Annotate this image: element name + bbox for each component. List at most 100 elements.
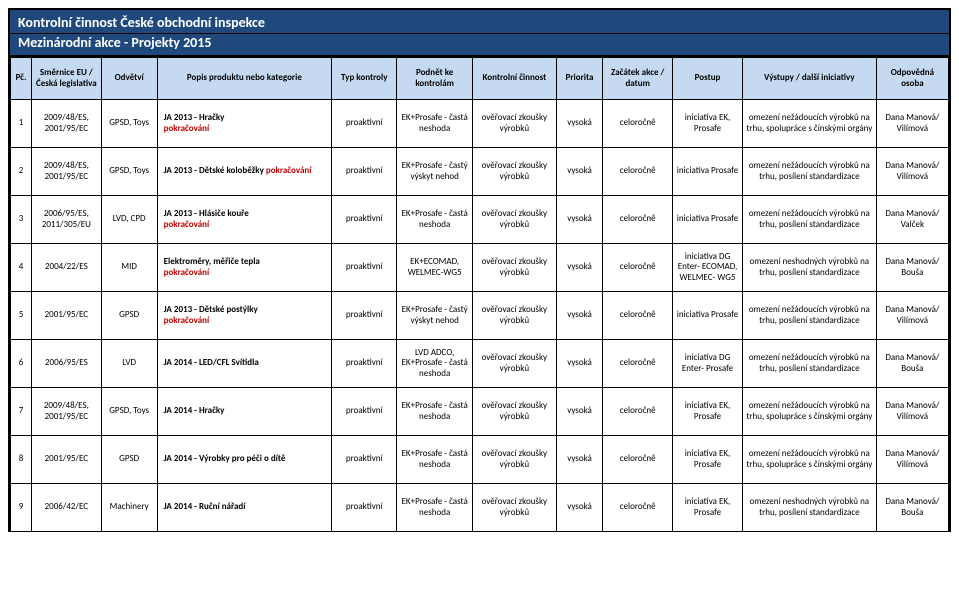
cell-responsible: Dana Manová/ Vilímová [876, 148, 948, 196]
cell-description: JA 2013 - Dětské postýlkypokračování [157, 292, 332, 340]
desc-title: JA 2014 - Ruční nářadí [164, 501, 246, 512]
cell-trigger: EK+Prosafe - častá neshoda [397, 100, 473, 148]
cell-directive: 2006/95/ES, 2011/305/EU [31, 196, 101, 244]
cell-directive: 2009/48/ES, 2001/95/EC [31, 148, 101, 196]
cell-start: celoročně [603, 484, 673, 532]
cell-directive: 2009/48/ES, 2001/95/EC [31, 100, 101, 148]
desc-continuation: pokračování [266, 165, 312, 176]
col-post: Postup [673, 58, 743, 100]
table-row: 52001/95/ECGPSDJA 2013 - Dětské postýlky… [11, 292, 949, 340]
cell-type: proaktivní [332, 100, 397, 148]
cell-responsible: Dana Manová/ Vilímová [876, 292, 948, 340]
cell-outputs: omezení nežádoucích výrobků na trhu, pos… [742, 148, 876, 196]
page-subtitle: Mezinárodní akce - Projekty 2015 [10, 34, 949, 57]
cell-priority: vysoká [556, 292, 603, 340]
table-row: 42004/22/ESMIDElektroměry, měřiče teplap… [11, 244, 949, 292]
cell-priority: vysoká [556, 244, 603, 292]
cell-type: proaktivní [332, 388, 397, 436]
cell-priority: vysoká [556, 484, 603, 532]
cell-trigger: EK+Prosafe - častý výskyt nehod [397, 148, 473, 196]
cell-sector: GPSD, Toys [101, 148, 157, 196]
cell-procedure: iniciativa Prosafe [673, 196, 743, 244]
table-row: 62006/95/ESLVDJA 2014 - LED/CFL Svítidla… [11, 340, 949, 388]
desc-continuation: pokračování [164, 315, 210, 326]
cell-activity: ověřovací zkoušky výrobků [472, 484, 556, 532]
cell-trigger: EK+Prosafe - častá neshoda [397, 388, 473, 436]
cell-outputs: omezení nežádoucích výrobků na trhu, spo… [742, 436, 876, 484]
document-container: Kontrolní činnost České obchodní inspekc… [8, 8, 951, 532]
desc-title: JA 2013 - Hračky [164, 112, 225, 123]
col-typ: Typ kontroly [332, 58, 397, 100]
cell-sector: LVD, CPD [101, 196, 157, 244]
cell-responsible: Dana Manová/ Bouša [876, 484, 948, 532]
cell-activity: ověřovací zkoušky výrobků [472, 340, 556, 388]
cell-directive: 2006/42/EC [31, 484, 101, 532]
table-row: 92006/42/ECMachineryJA 2014 - Ruční nářa… [11, 484, 949, 532]
cell-pc: 3 [11, 196, 32, 244]
cell-start: celoročně [603, 292, 673, 340]
cell-description: JA 2014 - Výrobky pro péči o dítě [157, 436, 332, 484]
cell-activity: ověřovací zkoušky výrobků [472, 388, 556, 436]
cell-pc: 7 [11, 388, 32, 436]
page-title: Kontrolní činnost České obchodní inspekc… [10, 10, 949, 34]
cell-sector: GPSD, Toys [101, 388, 157, 436]
cell-directive: 2006/95/ES [31, 340, 101, 388]
table-row: 82001/95/ECGPSDJA 2014 - Výrobky pro péč… [11, 436, 949, 484]
cell-trigger: LVD ADCO, EK+Prosafe - častá neshoda [397, 340, 473, 388]
cell-pc: 6 [11, 340, 32, 388]
cell-directive: 2004/22/ES [31, 244, 101, 292]
table-body: 12009/48/ES, 2001/95/ECGPSD, ToysJA 2013… [11, 100, 949, 532]
cell-responsible: Dana Manová/ Vilímová [876, 436, 948, 484]
cell-description: Elektroměry, měřiče teplapokračování [157, 244, 332, 292]
cell-description: JA 2013 - Hračkypokračování [157, 100, 332, 148]
cell-outputs: omezení neshodných výrobků na trhu, posí… [742, 244, 876, 292]
table-row: 32006/95/ES, 2011/305/EULVD, CPDJA 2013 … [11, 196, 949, 244]
desc-continuation: pokračování [164, 219, 210, 230]
cell-trigger: EK+Prosafe - častý výskyt nehod [397, 292, 473, 340]
cell-activity: ověřovací zkoušky výrobků [472, 148, 556, 196]
cell-pc: 2 [11, 148, 32, 196]
cell-outputs: omezení nežádoucích výrobků na trhu, pos… [742, 196, 876, 244]
col-popis: Popis produktu nebo kategorie [157, 58, 332, 100]
cell-responsible: Dana Manová/ Bouša [876, 340, 948, 388]
desc-title: JA 2014 - LED/CFL Svítidla [164, 357, 259, 368]
desc-continuation: pokračování [164, 267, 210, 278]
cell-procedure: iniciativa DG Enter- ECOMAD, WELMEC- WG5 [673, 244, 743, 292]
table-row: 22009/48/ES, 2001/95/ECGPSD, Toys JA 2013… [11, 148, 949, 196]
cell-description: JA 2013 - Hlásiče kouřepokračování [157, 196, 332, 244]
desc-title: Elektroměry, měřiče tepla [164, 256, 260, 267]
cell-trigger: EK+Prosafe - častá neshoda [397, 196, 473, 244]
cell-procedure: iniciativa EK, Prosafe [673, 436, 743, 484]
cell-directive: 2001/95/EC [31, 292, 101, 340]
desc-title: JA 2013 - Dětské postýlky [164, 304, 258, 315]
col-prio: Priorita [556, 58, 603, 100]
cell-type: proaktivní [332, 340, 397, 388]
cell-type: proaktivní [332, 244, 397, 292]
cell-pc: 5 [11, 292, 32, 340]
cell-priority: vysoká [556, 100, 603, 148]
desc-title: JA 2014 - Hračky [164, 405, 225, 416]
cell-start: celoročně [603, 340, 673, 388]
cell-priority: vysoká [556, 436, 603, 484]
col-odp: Odpovědná osoba [876, 58, 948, 100]
table-row: 72009/48/ES, 2001/95/ECGPSD, ToysJA 2014… [11, 388, 949, 436]
cell-pc: 9 [11, 484, 32, 532]
cell-sector: GPSD [101, 436, 157, 484]
cell-procedure: iniciativa EK, Prosafe [673, 100, 743, 148]
cell-trigger: EK+Prosafe - častá neshoda [397, 484, 473, 532]
cell-start: celoročně [603, 100, 673, 148]
cell-activity: ověřovací zkoušky výrobků [472, 244, 556, 292]
cell-outputs: omezení nežádoucích výrobků na trhu, spo… [742, 100, 876, 148]
cell-start: celoročně [603, 244, 673, 292]
cell-type: proaktivní [332, 484, 397, 532]
cell-responsible: Dana Manová/ Valček [876, 196, 948, 244]
cell-priority: vysoká [556, 196, 603, 244]
cell-priority: vysoká [556, 148, 603, 196]
cell-priority: vysoká [556, 340, 603, 388]
col-pc: Pč. [11, 58, 32, 100]
cell-activity: ověřovací zkoušky výrobků [472, 292, 556, 340]
cell-start: celoročně [603, 196, 673, 244]
desc-title: JA 2014 - Výrobky pro péči o dítě [164, 453, 286, 464]
desc-title: JA 2013 - Dětské koloběžky [164, 165, 266, 176]
cell-start: celoročně [603, 148, 673, 196]
